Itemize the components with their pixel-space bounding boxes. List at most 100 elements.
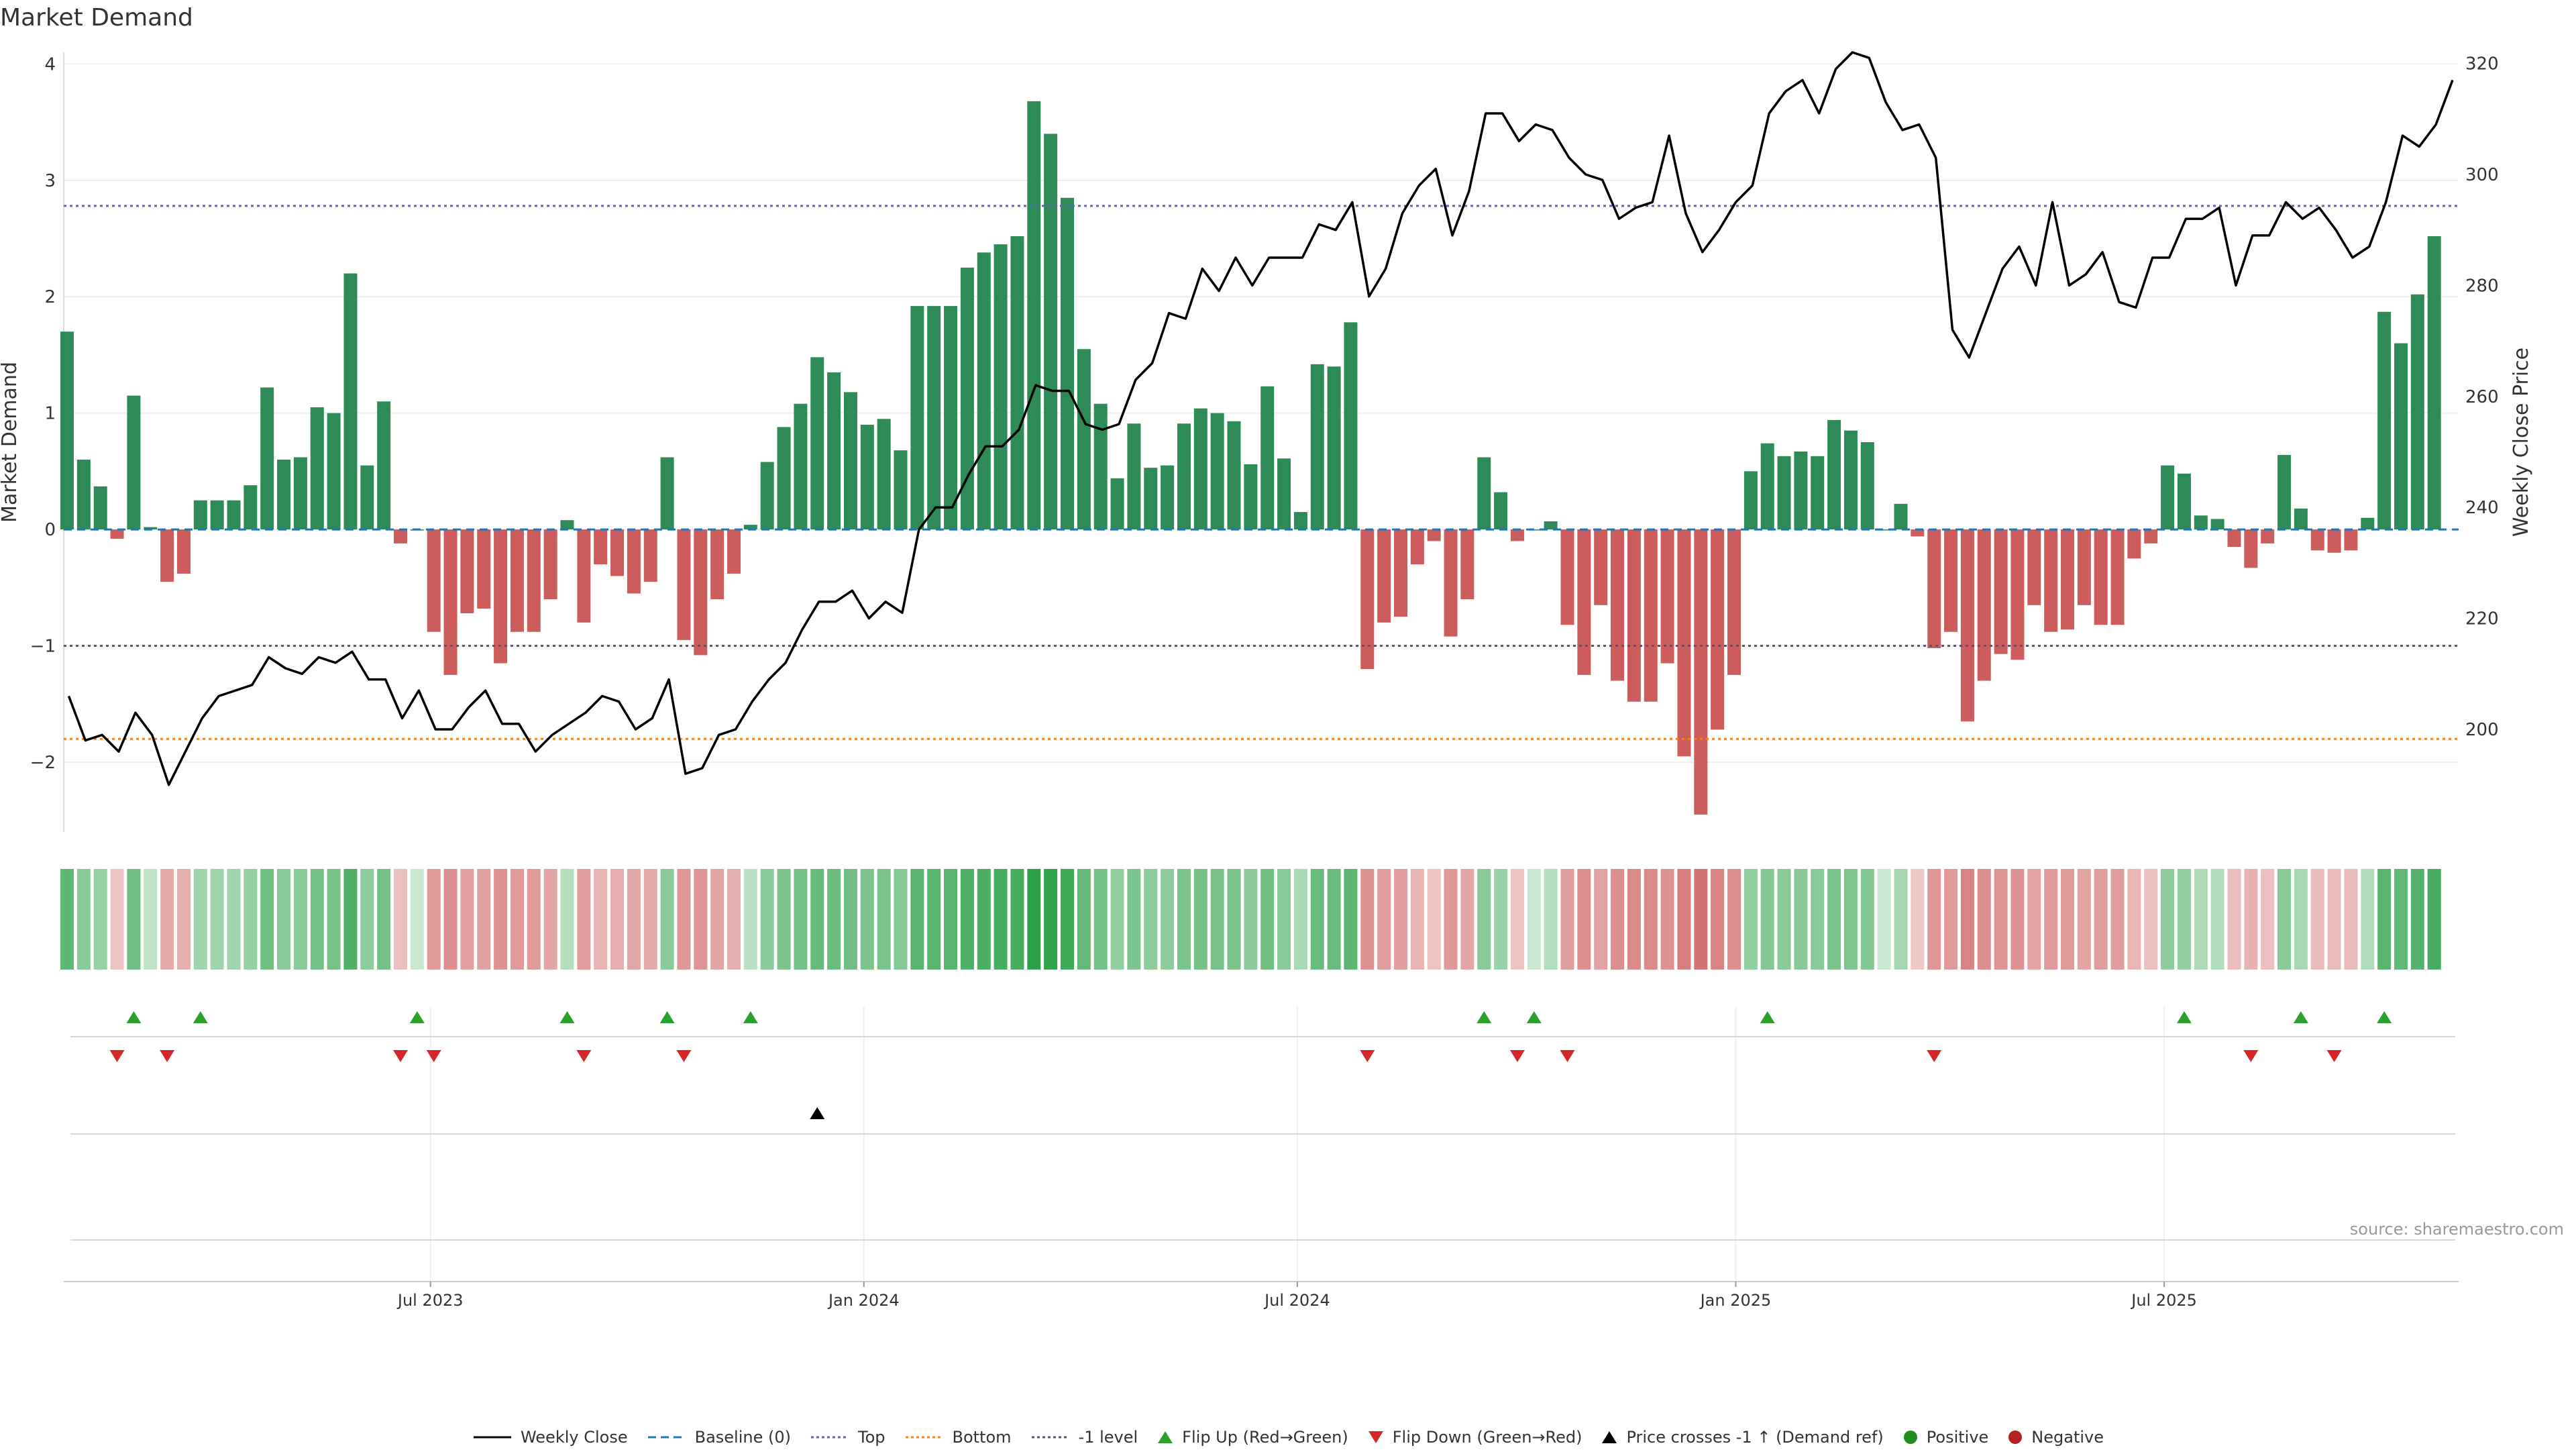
demand-bar [477,529,491,609]
y2-tick-label: 260 [2465,387,2499,407]
legend-negative: Negative [2007,1428,2104,1447]
heat-cell [1960,869,1974,970]
legend-label: -1 level [1078,1428,1138,1447]
heat-cell [443,869,458,970]
demand-bar [527,529,541,632]
demand-bar [694,529,708,656]
demand-bar [944,306,958,530]
heat-cell [310,869,324,970]
demand-bar [2077,529,2091,605]
heat-cell [394,869,407,970]
demand-bar [144,527,158,530]
demand-bar [2110,529,2125,625]
heat-cell [944,869,958,970]
demand-bar [2244,529,2258,568]
demand-bar [643,529,657,582]
heat-cell [643,869,657,970]
demand-bar [877,419,891,530]
heat-cell [2410,869,2424,970]
heat-cell [910,869,924,970]
demand-bar [427,529,441,632]
heat-cell [1560,869,1574,970]
heat-cell [1694,869,1708,970]
heat-cell [1360,869,1375,970]
heat-cell [877,869,891,970]
demand-bar [1093,403,1108,530]
demand-bar [1577,529,1591,675]
demand-bar [1293,512,1307,530]
demand-bar [2344,529,2358,551]
heat-cell [1127,869,1141,970]
legend-label: Weekly Close [520,1428,628,1447]
demand-bar [1444,529,1458,637]
flip-down-marker [1560,1050,1575,1062]
demand-bar [1677,529,1691,757]
demand-bar [1860,442,1874,530]
demand-bar [543,529,557,600]
flip-up-marker [2176,1011,2192,1023]
demand-bar [1594,529,1608,605]
demand-bar [176,529,191,574]
heat-cell [594,869,608,970]
heat-cell [2227,869,2241,970]
heat-cell [160,869,174,970]
y2-tick-label: 300 [2465,165,2499,185]
heat-cell [1344,869,1358,970]
heat-cell [2327,869,2341,970]
heat-cell [1760,869,1774,970]
heat-cell [1244,869,1258,970]
heat-cell [560,869,574,970]
y2-axis-label: Weekly Close Price [2510,348,2533,537]
heat-cell [260,869,274,970]
y-tick-label: 3 [44,171,56,191]
demand-bar [244,485,258,530]
y2-tick-label: 240 [2465,498,2499,518]
legend-label: Negative [2031,1428,2104,1447]
demand-bar [1010,236,1024,530]
legend-dotted-line-icon [905,1436,943,1439]
triangle-up-icon [1158,1431,1173,1443]
demand-bar [1161,465,1175,530]
y-tick-label: 2 [44,287,56,307]
demand-bar [1811,456,1825,530]
heat-cell [2077,869,2091,970]
heat-cell [1860,869,1874,970]
legend-price-cross: Price crosses -1 ↑ (Demand ref) [1601,1428,1884,1447]
demand-bar [360,465,374,530]
heat-cell [193,869,207,970]
heat-cell [660,869,674,970]
demand-bar [1494,492,1508,530]
heat-cell [227,869,241,970]
y-tick-label: −2 [30,753,56,773]
flip-up-marker [193,1011,208,1023]
heat-cell [1544,869,1558,970]
heat-cell [277,869,291,970]
demand-bar [727,529,741,574]
heat-cell [1410,869,1424,970]
demand-bar [627,529,641,594]
demand-bar [1760,443,1774,530]
demand-bar [1260,386,1275,530]
legend-label: Positive [1926,1428,1989,1447]
heat-cell [2361,869,2375,970]
heat-cell [1377,869,1391,970]
y-tick-label: 1 [44,404,56,424]
heat-cell [2127,869,2141,970]
demand-bar [1611,529,1625,681]
legend: Weekly Close Baseline (0) Top Bottom -1 … [0,1420,2576,1454]
heat-cell [1944,869,1958,970]
demand-bar [1410,529,1424,565]
demand-bar [2394,343,2408,530]
y2-tick-label: 220 [2465,609,2499,629]
heat-cell [2277,869,2292,970]
heat-cell [1193,869,1208,970]
heat-cell [1777,869,1791,970]
demand-bar [2261,529,2275,543]
chart-title: Market Demand [0,4,193,32]
demand-bar [1077,349,1091,530]
demand-bar [1743,471,1758,530]
heat-cell [2261,869,2275,970]
demand-bar [1544,521,1558,530]
heat-cell [960,869,974,970]
demand-bar [260,387,274,530]
